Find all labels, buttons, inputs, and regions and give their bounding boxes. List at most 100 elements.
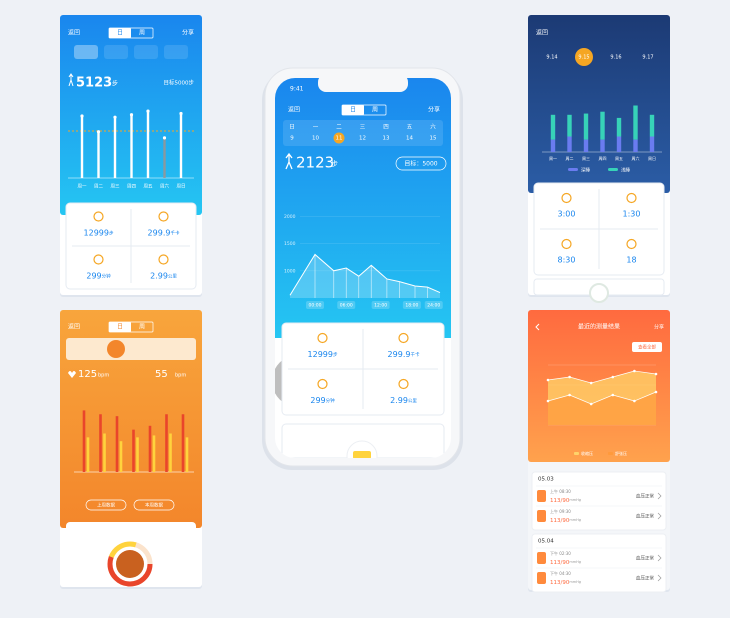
row-number: 113/90 [550,560,570,566]
stat-icon [626,192,637,204]
legend-swatch [608,168,618,171]
bar-cap [129,113,134,117]
stat-number: 2.99 [390,396,408,405]
weekday: 六 [430,123,436,131]
row-chevron [657,492,662,500]
heart-icon [68,371,76,378]
legend-label: 浅睡 [621,167,630,174]
min-unit: bpm [175,373,186,379]
bar [179,113,183,178]
bar-segment [633,105,638,140]
point [654,372,658,376]
stat-icon [561,192,572,204]
line [547,391,657,405]
walker-icon [68,73,74,87]
pill-button [133,499,175,511]
group-card [531,533,667,593]
stat-value: 18 [626,256,636,265]
date-active [333,132,345,144]
stat-value: 8:30 [558,256,576,265]
stat-number: 299 [86,271,101,280]
screen-header [275,78,451,338]
stat-number: 2.99 [150,271,168,280]
row-unit: mmHg [569,580,581,584]
goal: 目标5000步 [164,79,195,87]
weekday: 日 [289,124,295,131]
stat-value: 3:00 [558,210,576,219]
point [546,378,550,382]
screen-header [528,15,670,193]
status-time: 9:41 [290,86,304,93]
date-pill [74,45,98,59]
date: 11 [336,136,343,142]
group-card [531,471,667,531]
point [611,375,615,379]
row-status: 血压正常 [636,555,654,562]
pill-button [85,499,127,511]
stat-value: 299.9千卡 [148,228,180,237]
point [633,369,636,373]
row-icon [537,490,546,502]
line [547,370,657,384]
date-pill [164,45,188,59]
pill-button [632,342,662,352]
x-tick-label: 周一 [78,184,87,190]
date: 14 [406,136,413,142]
x-tick-pill [306,301,324,309]
x-tick-label: 00:00 [309,303,322,309]
goal: 目标：5000 [404,160,437,168]
legend-label: 收缩压 [581,450,593,456]
walker-icon [285,152,293,170]
nav-back: 返回 [536,30,548,37]
stat-number: 12999 [308,350,333,359]
legend-label: 舒张压 [615,450,627,456]
date-active [575,48,593,66]
nav-share: 分享 [182,29,194,37]
date: 15 [430,136,437,142]
bar-segment [616,136,622,152]
row-chevron [657,574,662,582]
y-tick-label: 2000 [284,214,296,220]
legend-swatch [608,452,613,455]
stat-icon [561,238,572,250]
nav-back: 返回 [288,107,300,114]
date: 9.17 [642,55,653,61]
nav-share: 分享 [654,324,664,331]
stat-unit: 千卡 [170,229,179,236]
x-tick-label: 周四 [599,155,607,161]
steps: 5123 [76,76,112,91]
weekday: 一 [313,125,319,131]
row-value: 113/90mmHg [550,560,581,566]
x-tick-label: 周二 [566,155,574,161]
donut-center [116,550,144,578]
y-tick-label: 1000 [284,268,296,274]
stat-icon [158,211,169,222]
row-icon [537,572,546,584]
stat-unit: 步 [333,352,338,358]
y-tick-label: 1500 [284,241,296,247]
point [633,399,636,403]
stat-value: 299分钟 [86,271,111,280]
stat-icon [398,332,409,344]
home-button [353,451,371,458]
bar [136,437,139,472]
x-tick-label: 周六 [160,183,169,190]
bar [99,414,102,472]
tab-active [109,322,131,332]
point [611,393,615,397]
screen-header [60,310,202,528]
bar-cap [96,130,101,134]
stat-value: 299分钟 [310,396,335,405]
row-time: 上午 09:30 [550,508,571,514]
date-strip [66,338,196,360]
bar-segment [567,114,572,137]
bar [169,433,172,472]
date: 12 [359,136,366,142]
x-tick-label: 周二 [94,184,103,190]
bar-segment [600,111,605,140]
bar [185,437,189,472]
stat-value: 2.99公里 [390,396,417,405]
notch [318,78,408,92]
bar-cap [162,136,167,140]
